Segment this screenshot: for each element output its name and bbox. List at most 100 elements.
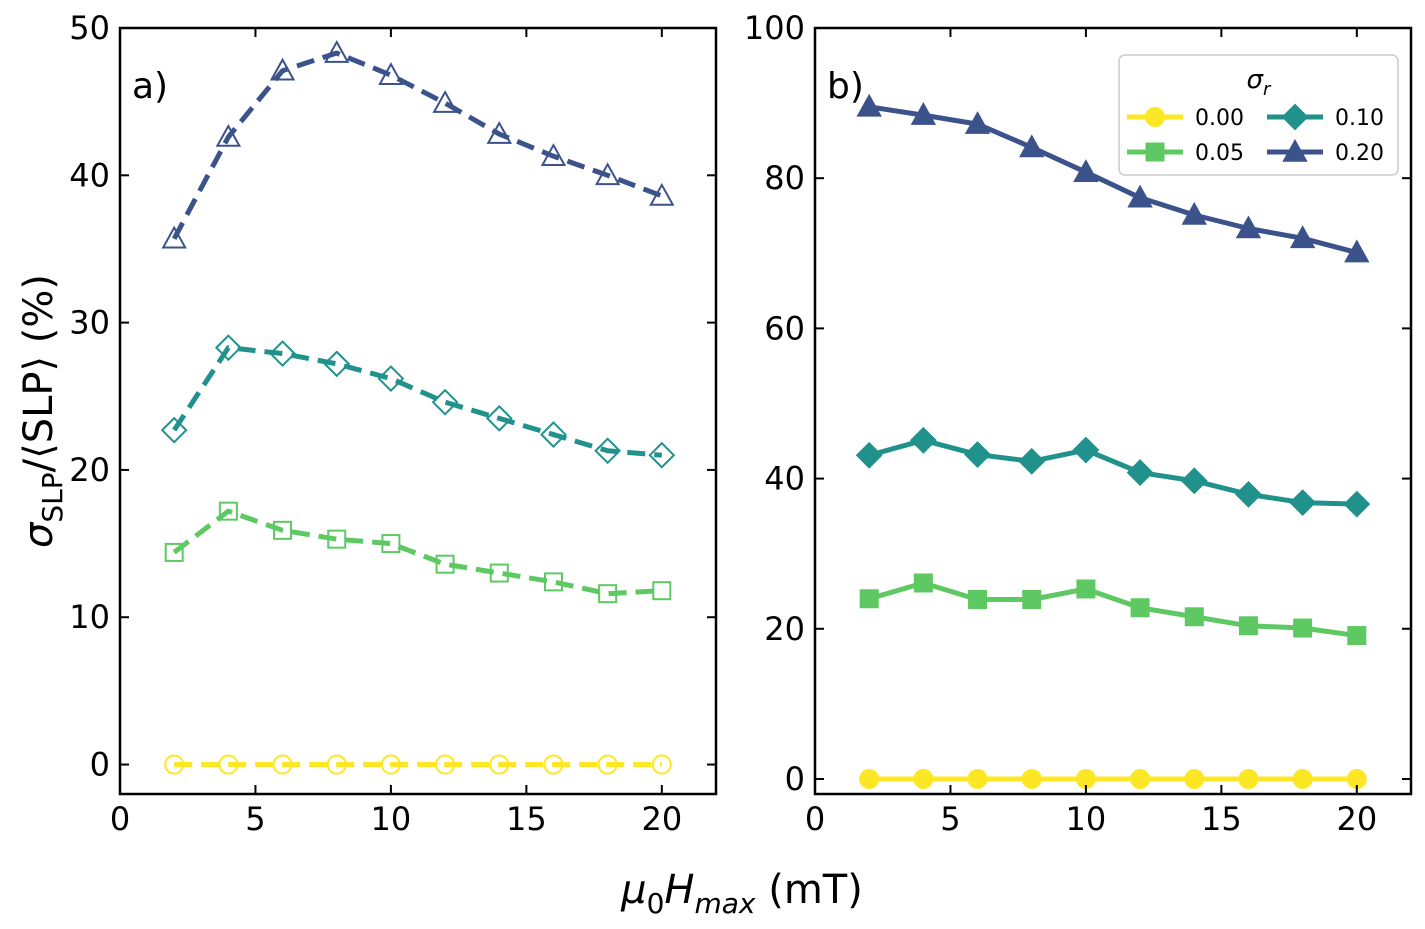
- series-line-0.05: [172, 508, 662, 597]
- x-tick-label: 0: [110, 800, 130, 838]
- x-tick-label: 5: [245, 800, 265, 838]
- y-tick-label: 0: [90, 746, 110, 784]
- data-point-0.10-12: [1126, 459, 1154, 486]
- data-point-0.20-8: [1019, 134, 1045, 158]
- legend-entry-0.05: 0.05: [1127, 141, 1244, 166]
- series-line-0.05: [868, 580, 1358, 639]
- x-tick-label: 15: [1201, 800, 1242, 838]
- series-0.20: [161, 39, 675, 249]
- data-point-0.20-2: [161, 225, 187, 249]
- x-tick-label: 20: [641, 800, 682, 838]
- data-point-0.05-2: [164, 542, 184, 562]
- data-point-0.05-4: [218, 501, 238, 521]
- data-point-0.05-6: [273, 520, 293, 540]
- data-point-0.05-14: [1184, 607, 1204, 627]
- data-point-0.20-6: [964, 111, 991, 134]
- data-point-0.05-12: [435, 554, 455, 574]
- x-axis-title-sub: max: [695, 887, 756, 920]
- data-point-0.10-16: [1235, 480, 1262, 508]
- panel-label: a): [132, 66, 168, 107]
- data-point-0.10-8: [1018, 447, 1046, 475]
- y-tick-label: 40: [69, 156, 110, 194]
- data-point-0.05-10: [1076, 579, 1096, 599]
- data-point-0.20-10: [378, 62, 404, 85]
- y-tick-label: 20: [764, 610, 805, 648]
- data-point-0.00-4: [218, 754, 239, 775]
- legend-label: 0.05: [1195, 141, 1244, 166]
- data-point-0.20-14: [486, 121, 512, 144]
- data-point-0.00-12: [1130, 768, 1151, 789]
- series-0.05: [859, 573, 1367, 646]
- plot-frame: [813, 26, 1413, 796]
- series-0.05: [164, 501, 672, 604]
- legend-marker-0.10: [1281, 103, 1309, 131]
- legend-title-sub: r: [1263, 79, 1272, 100]
- y-tick-label: 40: [764, 460, 805, 498]
- data-point-0.20-10: [1073, 159, 1099, 182]
- x-tick-label: 5: [940, 800, 960, 838]
- data-point-0.10-16: [540, 421, 567, 448]
- data-point-0.00-4: [913, 768, 934, 789]
- y-tick-label: 60: [764, 309, 805, 347]
- legend-entry-0.10: 0.10: [1267, 103, 1384, 131]
- data-point-0.20-20: [649, 182, 675, 206]
- data-point-0.00-6: [272, 754, 293, 775]
- series-0.00: [164, 754, 672, 775]
- data-point-0.20-16: [540, 143, 567, 166]
- y-tick-label: 30: [69, 304, 110, 342]
- series-line-0.10: [868, 437, 1357, 507]
- data-point-0.00-6: [967, 768, 988, 789]
- data-point-0.20-18: [594, 162, 621, 186]
- series-0.10: [855, 426, 1371, 518]
- data-point-0.10-18: [1289, 489, 1317, 517]
- data-point-0.00-14: [1184, 768, 1205, 789]
- y-tick-label: 50: [69, 9, 110, 47]
- data-point-0.20-2: [856, 93, 882, 117]
- x-axis-title-sub0: 0: [647, 887, 665, 920]
- panel-a: 0 5 10 15 20 0 10 20 30 40 50 a): [69, 9, 718, 838]
- legend-title-symbol: σ: [1247, 65, 1265, 95]
- y-axis-title-rest: /⟨SLP⟩ (%): [16, 274, 62, 472]
- data-point-0.00-14: [489, 754, 510, 775]
- data-point-0.20-14: [1181, 201, 1207, 225]
- legend-label: 0.00: [1195, 106, 1244, 131]
- data-point-0.10-8: [323, 350, 351, 378]
- x-axis-title-mu: μ: [620, 867, 646, 913]
- data-point-0.20-16: [1235, 215, 1262, 239]
- legend-label: 0.20: [1335, 141, 1384, 166]
- data-point-0.10-10: [1072, 436, 1100, 464]
- data-point-0.05-18: [598, 584, 618, 604]
- data-point-0.00-18: [597, 754, 618, 775]
- data-point-0.05-20: [652, 581, 672, 601]
- y-axis-title-sub: SLP: [36, 472, 69, 522]
- x-tick-label: 0: [805, 800, 825, 838]
- data-point-0.10-18: [594, 437, 622, 465]
- data-point-0.05-6: [968, 589, 988, 609]
- data-point-0.05-2: [859, 589, 879, 609]
- data-point-0.10-4: [909, 426, 937, 454]
- data-point-0.05-10: [381, 534, 401, 554]
- data-point-0.05-4: [913, 573, 933, 593]
- data-point-0.00-10: [380, 754, 401, 775]
- data-point-0.00-20: [651, 754, 672, 775]
- data-point-0.10-14: [1180, 467, 1208, 495]
- data-point-0.20-8: [324, 39, 350, 63]
- legend-marker-0.00: [1145, 107, 1165, 127]
- data-point-0.05-14: [489, 563, 509, 583]
- y-tick-label: 0: [785, 760, 805, 798]
- data-point-0.20-4: [910, 102, 937, 125]
- data-point-0.20-4: [215, 123, 242, 147]
- data-point-0.20-18: [1289, 225, 1316, 249]
- legend-entry-0.00: 0.00: [1127, 106, 1244, 131]
- y-axis-title-symbol: σ: [16, 521, 62, 548]
- legend-box: [1118, 54, 1399, 176]
- y-axis-title: σSLP/⟨SLP⟩ (%): [16, 274, 69, 548]
- panel-label: b): [827, 66, 864, 107]
- legend-marker-0.20: [1282, 138, 1308, 162]
- data-point-0.00-2: [164, 754, 185, 775]
- data-point-0.00-8: [326, 754, 347, 775]
- data-point-0.20-12: [432, 90, 458, 113]
- plot-frame: [118, 26, 718, 796]
- data-point-0.10-14: [485, 404, 513, 432]
